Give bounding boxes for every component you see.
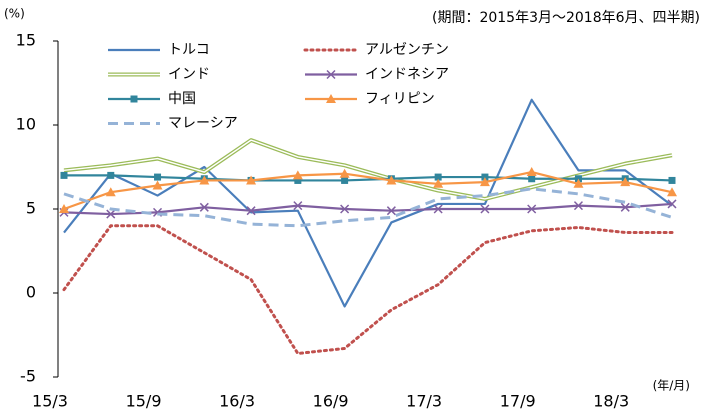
legend-label: インド xyxy=(168,67,210,83)
legend-label: アルゼンチン xyxy=(365,42,449,58)
y-tick-label: 15 xyxy=(16,31,36,50)
series-line xyxy=(62,224,674,355)
marker xyxy=(152,180,163,190)
marker xyxy=(130,95,138,103)
marker xyxy=(386,175,397,185)
marker xyxy=(326,94,336,103)
series-line-inner xyxy=(63,139,673,200)
marker xyxy=(59,204,69,213)
y-unit: (%) xyxy=(4,7,25,21)
marker xyxy=(526,167,537,177)
y-tick-label: 0 xyxy=(26,283,36,302)
legend-label: インドネシア xyxy=(365,67,449,83)
marker xyxy=(433,204,443,214)
legend-label: フィリピン xyxy=(365,91,435,107)
marker xyxy=(341,176,349,184)
note: (期間：2015年3月～2018年6月、四半期) xyxy=(432,10,700,26)
marker xyxy=(246,175,257,185)
x-tick-label: 15/9 xyxy=(126,392,162,411)
marker xyxy=(573,178,584,188)
y-tick-label: 10 xyxy=(16,115,36,134)
x-tick-label: 18/3 xyxy=(593,392,629,411)
marker xyxy=(433,178,444,188)
x-tick-label: 16/3 xyxy=(219,392,255,411)
marker xyxy=(479,177,490,187)
marker xyxy=(199,175,210,185)
marker xyxy=(106,209,116,219)
legend-label: トルコ xyxy=(168,42,210,58)
legend-label: マレーシア xyxy=(168,116,238,132)
marker xyxy=(339,168,350,178)
series-line xyxy=(63,202,673,216)
marker xyxy=(326,69,336,80)
marker xyxy=(620,202,630,212)
series-line xyxy=(63,170,673,211)
marker xyxy=(667,199,677,209)
marker xyxy=(528,175,536,183)
marker xyxy=(292,170,303,180)
marker xyxy=(294,176,302,184)
y-tick-label: -5 xyxy=(20,367,36,386)
marker xyxy=(60,171,68,179)
series-line xyxy=(63,98,673,308)
marker xyxy=(620,177,631,187)
marker xyxy=(199,202,209,212)
legend-label: 中国 xyxy=(168,91,196,107)
marker xyxy=(574,175,582,183)
marker xyxy=(340,204,350,214)
marker xyxy=(293,201,303,211)
marker xyxy=(386,206,396,216)
marker xyxy=(107,171,115,179)
marker xyxy=(154,173,162,181)
marker xyxy=(573,201,583,211)
x-tick-label: 17/9 xyxy=(500,392,536,411)
x-tick-label: 16/9 xyxy=(313,392,349,411)
marker xyxy=(480,204,490,214)
marker xyxy=(246,206,256,216)
x-tick-label: 17/3 xyxy=(406,392,442,411)
marker xyxy=(434,173,442,181)
marker xyxy=(668,176,676,184)
series-line xyxy=(64,174,673,182)
y-tick-label: 5 xyxy=(26,199,36,218)
marker xyxy=(527,204,537,214)
x-tick-label: 15/3 xyxy=(32,392,68,411)
series-line xyxy=(63,187,673,228)
marker xyxy=(481,173,489,181)
x-unit: (年/月) xyxy=(653,379,690,393)
marker xyxy=(667,187,677,197)
marker xyxy=(105,187,116,197)
